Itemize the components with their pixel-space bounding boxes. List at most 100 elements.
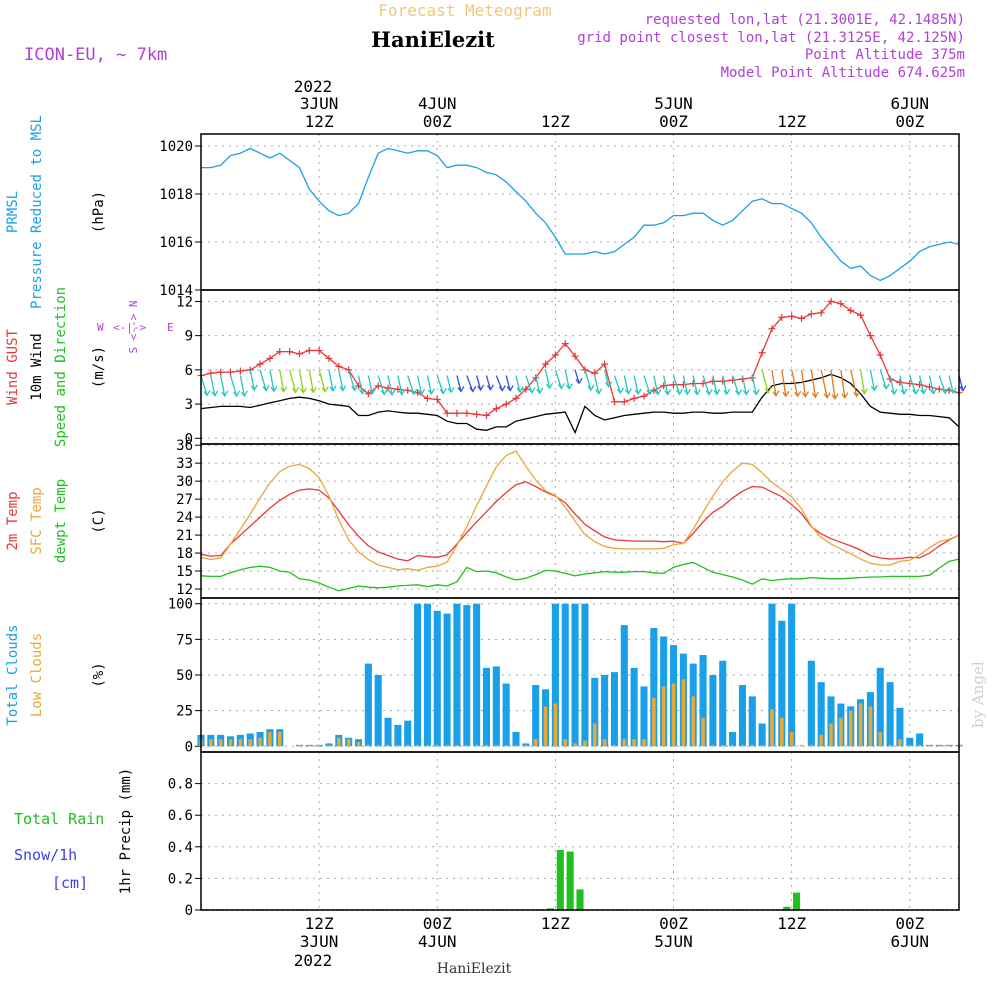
bar-low bbox=[760, 744, 764, 747]
gust-marker bbox=[807, 310, 815, 318]
wind-arrow bbox=[761, 369, 769, 393]
wind-arrow bbox=[288, 369, 297, 393]
wind-arrow bbox=[800, 369, 807, 397]
wind-arrow bbox=[485, 375, 492, 390]
wind-arrowhead bbox=[683, 388, 691, 396]
bar-low bbox=[425, 744, 430, 747]
y-tick-label: 100 bbox=[168, 597, 193, 613]
wind-arrow bbox=[938, 375, 946, 394]
wind-arrow bbox=[505, 375, 511, 391]
bar-low bbox=[327, 744, 331, 747]
bar-low bbox=[396, 744, 400, 747]
gust-marker bbox=[256, 360, 264, 368]
bar-low bbox=[740, 744, 745, 747]
panel-frame bbox=[200, 133, 960, 291]
clouds-panel: 0 25 50 75 100 bbox=[168, 597, 963, 755]
series-line-dewpt bbox=[200, 558, 960, 592]
bar-total bbox=[364, 663, 372, 747]
wind-arrow bbox=[643, 375, 651, 395]
wind-arrow bbox=[781, 369, 787, 397]
bar-total bbox=[916, 733, 924, 747]
bar-total bbox=[581, 603, 589, 747]
top-hour-label: 00Z bbox=[895, 112, 924, 131]
bar-rain bbox=[793, 892, 801, 910]
wind-arrowhead bbox=[309, 387, 317, 394]
bar-total bbox=[384, 717, 392, 747]
bar-low bbox=[455, 744, 459, 747]
wind-arrowhead bbox=[920, 388, 928, 395]
wind-arrow bbox=[741, 375, 748, 395]
wind-arrowhead bbox=[772, 390, 780, 397]
y-tick-label: 3 bbox=[185, 397, 193, 413]
bar-low bbox=[829, 723, 833, 747]
temperature-panel: 12 15 18 21 24 27 30 33 36 bbox=[176, 438, 960, 599]
y-axis-label: dewpt Temp bbox=[53, 479, 69, 563]
y-axis-label: (m/s) bbox=[91, 346, 107, 388]
wind-arrow bbox=[554, 369, 563, 389]
y-axis-label: PRMSL bbox=[5, 191, 21, 233]
wind-arrow bbox=[672, 375, 681, 395]
y-tick-label: 0.4 bbox=[168, 840, 193, 856]
bar-low bbox=[307, 744, 312, 747]
bottom-hour-label: 00Z bbox=[895, 914, 924, 933]
wind-arrowhead bbox=[439, 388, 447, 395]
bar-low bbox=[947, 744, 951, 747]
bar-low bbox=[258, 737, 262, 747]
wind-arrowhead bbox=[329, 385, 337, 393]
wind-arrow bbox=[791, 369, 799, 397]
bar-rain bbox=[566, 851, 574, 910]
bar-low bbox=[927, 744, 932, 747]
bar-total bbox=[886, 682, 894, 747]
gust-marker bbox=[719, 377, 727, 385]
top-date-label: 4JUN bbox=[418, 94, 457, 113]
bar-total bbox=[414, 603, 422, 747]
wind-arrowhead bbox=[321, 386, 329, 393]
wind-arrowhead bbox=[292, 387, 300, 394]
bottom-date-label: 6JUN bbox=[891, 932, 930, 951]
wind-arrow bbox=[338, 369, 344, 391]
gust-marker bbox=[217, 368, 225, 376]
bar-low bbox=[514, 744, 518, 747]
bar-low bbox=[218, 739, 223, 747]
gust-marker bbox=[482, 411, 490, 419]
bar-low bbox=[661, 686, 666, 747]
compass-east: E bbox=[167, 321, 174, 334]
y-tick-label: 1016 bbox=[159, 235, 193, 251]
wind-arrowhead bbox=[398, 389, 406, 396]
wind-arrow bbox=[318, 369, 326, 392]
bar-total bbox=[807, 660, 815, 747]
bar-total bbox=[827, 696, 835, 747]
wind-arrow bbox=[948, 375, 954, 394]
y-tick-label: 36 bbox=[176, 438, 193, 454]
bar-low bbox=[592, 723, 597, 747]
bar-low bbox=[681, 679, 686, 747]
wind-arrow bbox=[446, 375, 452, 393]
bar-low bbox=[868, 706, 873, 747]
bar-total bbox=[788, 603, 796, 747]
wind-arrow bbox=[436, 375, 444, 394]
bottom-date-label: 4JUN bbox=[418, 932, 457, 951]
bar-total bbox=[551, 603, 559, 747]
bar-low bbox=[711, 744, 715, 747]
wind-arrow bbox=[603, 369, 610, 387]
wind-arrow bbox=[328, 369, 334, 391]
gust-marker bbox=[866, 332, 874, 340]
gust-marker bbox=[778, 313, 786, 321]
bottom-year-label: 2022 bbox=[294, 951, 333, 970]
bar-low bbox=[366, 744, 371, 747]
wind-arrow bbox=[879, 369, 887, 389]
bar-total bbox=[532, 684, 540, 747]
gust-marker bbox=[512, 394, 520, 402]
wind-arrowhead bbox=[941, 387, 949, 395]
wind-arrowhead bbox=[664, 389, 672, 396]
wind-arrowhead bbox=[882, 383, 890, 390]
top-hour-label: 00Z bbox=[659, 112, 688, 131]
wind-arrow bbox=[239, 375, 246, 397]
wind-arrow bbox=[751, 375, 757, 395]
bar-low bbox=[376, 744, 380, 747]
bar-low bbox=[691, 696, 695, 747]
wind-arrowhead bbox=[634, 388, 642, 396]
bar-total bbox=[906, 737, 914, 747]
wind-arrowhead bbox=[735, 389, 743, 396]
y-axis-label: Low Clouds bbox=[29, 633, 45, 717]
